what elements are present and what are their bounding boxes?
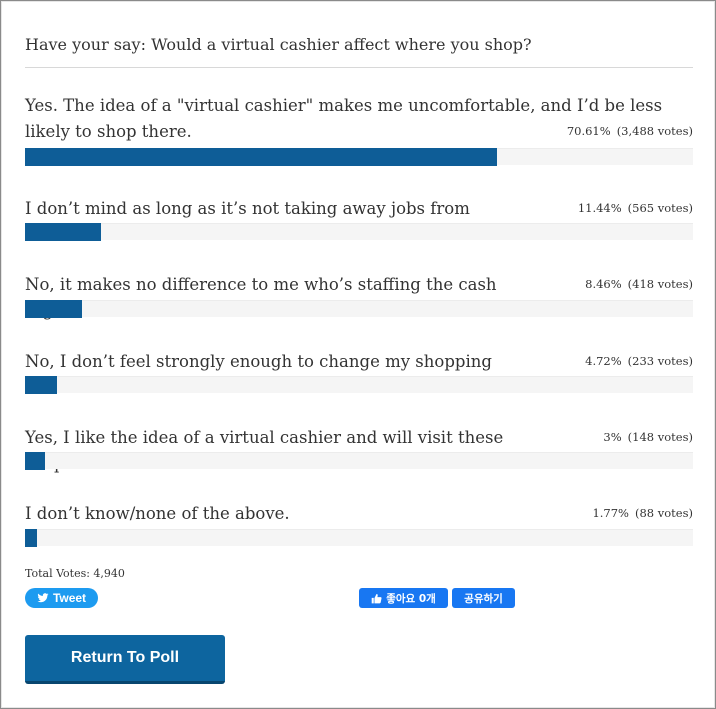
return-label: Return To Poll xyxy=(70,649,180,666)
result-bar-fill xyxy=(25,529,37,547)
answer-stats: 8.46% (418 votes) xyxy=(585,277,693,291)
answer-stats: 11.44% (565 votes) xyxy=(578,201,693,215)
answer-stats: 70.61% (3,488 votes) xyxy=(567,124,693,138)
answer-stats: 4.72% (233 votes) xyxy=(585,354,693,368)
thumbs-up-icon xyxy=(371,593,382,603)
answer-percent: 3% xyxy=(603,430,622,444)
result-bar-fill xyxy=(25,452,46,470)
share-label: 공유하기 xyxy=(464,592,503,605)
poll-answer: Yes. The idea of a "virtual cashier" mak… xyxy=(25,93,693,166)
result-bar-fill xyxy=(25,376,57,394)
answer-votes: (88 votes) xyxy=(634,506,693,520)
result-bar-track xyxy=(25,452,693,470)
poll-answer: Yes, I like the idea of a virtual cashie… xyxy=(25,425,693,477)
answer-stats: 1.77% (88 votes) xyxy=(592,506,693,520)
result-bar-track xyxy=(25,300,693,318)
result-bar-fill xyxy=(25,148,497,166)
answer-percent: 11.44% xyxy=(577,201,622,215)
tweet-label: Tweet xyxy=(52,591,87,605)
answer-votes: (565 votes) xyxy=(627,201,693,215)
result-bar-track xyxy=(25,529,693,547)
return-to-poll-button[interactable]: Return To Poll xyxy=(25,635,225,684)
result-bar-track xyxy=(25,376,693,394)
answer-percent: 8.46% xyxy=(585,277,622,291)
answer-votes: (233 votes) xyxy=(627,354,693,368)
answer-text: I don’t know/none of the above. xyxy=(25,504,290,523)
poll-question: Have your say: Would a virtual cashier a… xyxy=(25,35,532,54)
result-bar-fill xyxy=(25,223,102,241)
answer-votes: (418 votes) xyxy=(627,277,693,291)
poll-answer: No, I don’t feel strongly enough to chan… xyxy=(25,349,693,401)
result-bar-track xyxy=(25,148,693,166)
result-bar-track xyxy=(25,223,693,241)
answer-percent: 70.61% xyxy=(566,124,611,138)
question-divider xyxy=(25,67,693,68)
like-label: 좋아요 0개 xyxy=(386,592,436,605)
twitter-bird-icon xyxy=(37,593,49,603)
answer-votes: (148 votes) xyxy=(627,430,693,444)
answer-text: Yes, I like the idea of a virtual cashie… xyxy=(25,428,504,473)
tweet-button[interactable]: Tweet xyxy=(25,588,98,608)
answer-text: Yes. The idea of a "virtual cashier" mak… xyxy=(25,96,663,141)
answer-stats: 3% (148 votes) xyxy=(603,430,693,444)
poll-answer: I don’t mind as long as it’s not taking … xyxy=(25,196,693,248)
facebook-share-button[interactable]: 공유하기 xyxy=(452,588,515,608)
facebook-like-button[interactable]: 좋아요 0개 xyxy=(359,588,448,608)
answer-percent: 4.72% xyxy=(585,354,622,368)
answer-votes: (3,488 votes) xyxy=(616,124,693,138)
total-votes: Total Votes: 4,940 xyxy=(25,567,125,580)
poll-answer: I don’t know/none of the above. 1.77% (88… xyxy=(25,501,693,547)
poll-answer: No, it makes no difference to me who’s s… xyxy=(25,272,693,324)
result-bar-fill xyxy=(25,300,82,318)
answer-percent: 1.77% xyxy=(592,506,629,520)
